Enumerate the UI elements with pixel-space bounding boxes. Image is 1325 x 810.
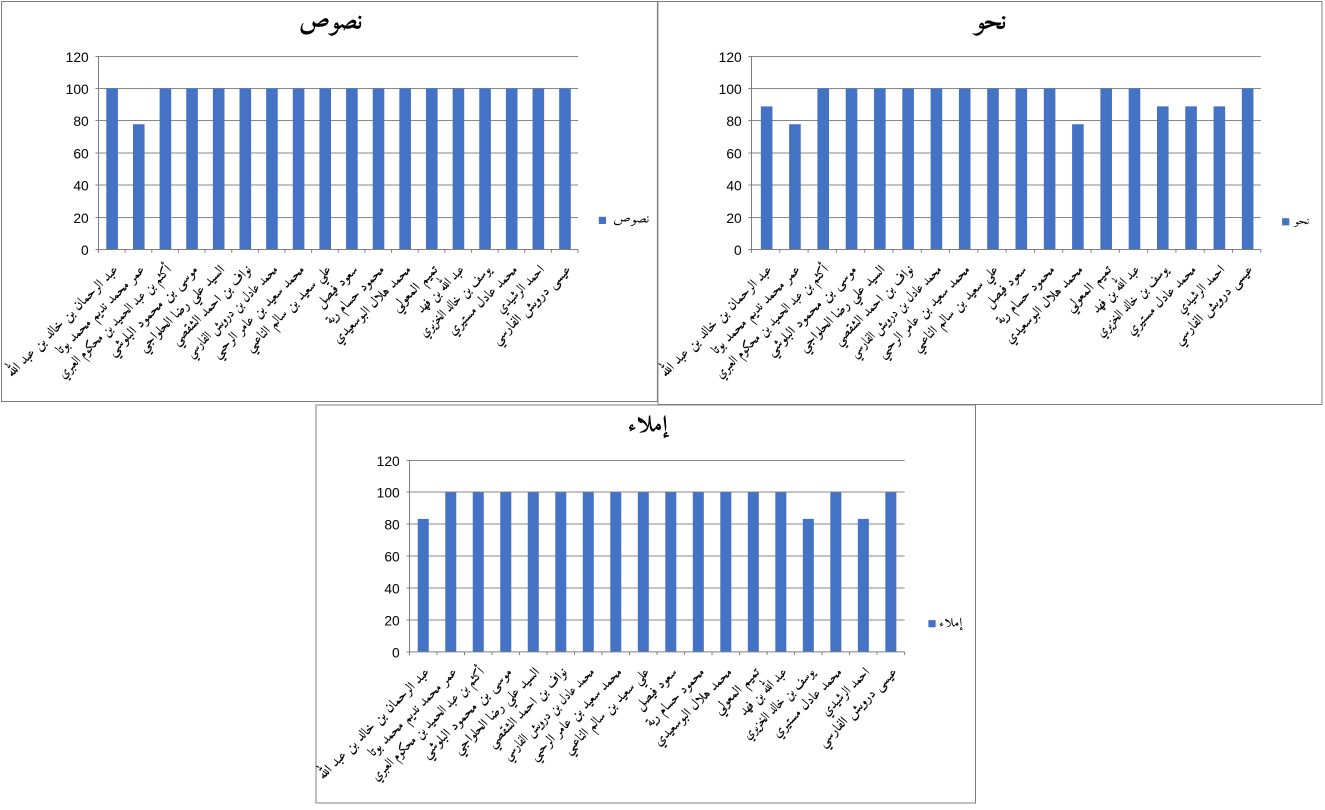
svg-text:80: 80 bbox=[73, 114, 89, 129]
svg-text:80: 80 bbox=[726, 114, 742, 129]
svg-text:40: 40 bbox=[726, 179, 742, 194]
svg-text:0: 0 bbox=[81, 243, 89, 258]
svg-text:20: 20 bbox=[726, 211, 742, 226]
svg-text:120: 120 bbox=[377, 454, 400, 469]
svg-text:60: 60 bbox=[726, 147, 742, 162]
svg-text:120: 120 bbox=[66, 50, 89, 65]
svg-text:20: 20 bbox=[73, 211, 89, 226]
svg-text:0: 0 bbox=[734, 243, 742, 258]
svg-text:80: 80 bbox=[384, 518, 400, 533]
svg-text:100: 100 bbox=[377, 486, 400, 501]
svg-text:120: 120 bbox=[719, 50, 742, 65]
svg-text:60: 60 bbox=[384, 550, 400, 565]
svg-text:0: 0 bbox=[392, 646, 400, 661]
svg-text:40: 40 bbox=[384, 582, 400, 597]
svg-text:100: 100 bbox=[66, 82, 89, 97]
svg-text:20: 20 bbox=[384, 614, 400, 629]
svg-text:60: 60 bbox=[73, 147, 89, 162]
svg-text:40: 40 bbox=[73, 179, 89, 194]
svg-text:100: 100 bbox=[719, 82, 742, 97]
